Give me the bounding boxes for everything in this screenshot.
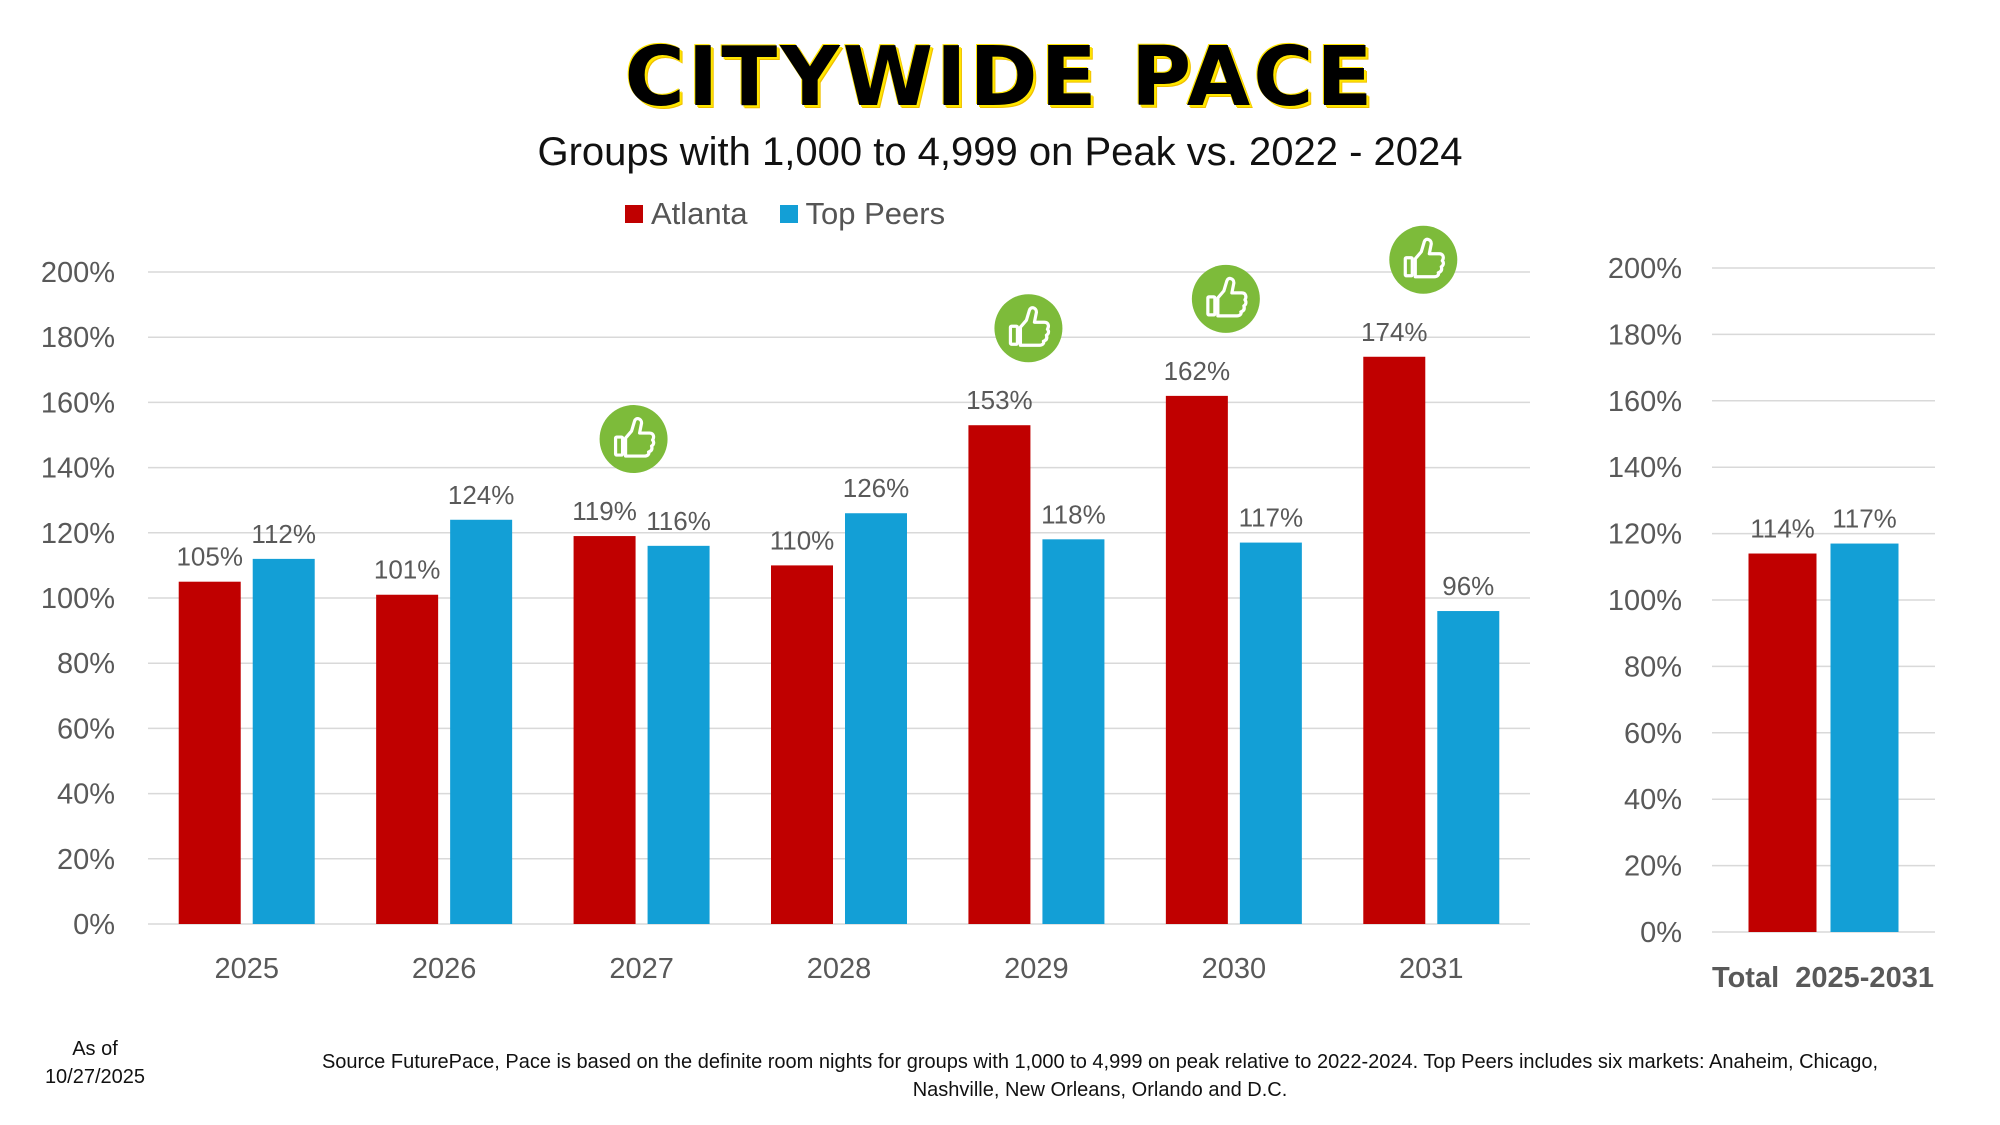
data-label-top-peers-total: 117% [1832, 504, 1897, 534]
y-tick-total: 20% [1624, 851, 1682, 883]
thumbs-up-icon-cuff [1403, 256, 1414, 278]
legend-item-atlanta: Atlanta [625, 196, 748, 232]
thumbs-up-icon [1191, 264, 1260, 333]
data-label-atlanta-total: 114% [1750, 514, 1815, 544]
source-line-1: Source FuturePace, Pace is based on the … [321, 1051, 1879, 1073]
data-label-atlanta-2029: 153% [966, 385, 1033, 415]
thumbs-up-icon-hand [1413, 237, 1445, 279]
y-tick-total: 40% [1624, 784, 1682, 816]
x-tick-2029: 2029 [1004, 953, 1069, 985]
y-tick-total: 80% [1624, 651, 1682, 683]
y-tick-total: 100% [1608, 585, 1682, 617]
legend-label-top-peers: Top Peers [805, 196, 946, 231]
y-tick-total: 60% [1624, 718, 1682, 750]
legend-swatch-top-peers [779, 205, 798, 223]
y-tick-main: 100% [41, 583, 115, 615]
x-tick-2030: 2030 [1202, 953, 1267, 985]
source-line-2: Nashville, New Orleans, Orlando and D.C. [912, 1079, 1288, 1101]
x-tick-2026: 2026 [412, 953, 477, 985]
thumbs-up-icon-cuff [1008, 324, 1020, 346]
bar-atlanta-2025 [178, 581, 241, 924]
bar-top-peers-2030 [1239, 542, 1302, 924]
thumbs-up-icon-hand [623, 417, 656, 458]
x-tick-2025: 2025 [214, 953, 279, 985]
source-note: Source FuturePace, Pace is based on the … [220, 1048, 1980, 1104]
bar-top-peers-2031 [1437, 611, 1500, 924]
as-of-date: 10/27/2025 [44, 1066, 146, 1088]
bar-atlanta-2027 [573, 536, 636, 924]
data-label-atlanta-2027: 119% [572, 496, 637, 526]
y-tick-main: 120% [41, 518, 115, 550]
data-label-atlanta-2028: 110% [770, 525, 835, 555]
y-tick-main: 180% [41, 322, 115, 354]
y-tick-total: 160% [1608, 386, 1682, 418]
y-tick-main: 160% [41, 387, 115, 419]
thumbs-up-icon-circle [599, 405, 668, 474]
thumbs-up-icon-hand [1216, 276, 1248, 318]
data-label-top-peers-2026: 124% [448, 480, 515, 510]
thumbs-up-icon-circle [994, 294, 1063, 363]
bar-top-peers-2026 [450, 519, 513, 924]
bar-top-peers-total [1830, 543, 1899, 932]
x-tick-2027: 2027 [609, 953, 674, 985]
data-label-top-peers-2031: 96% [1442, 571, 1494, 601]
chart-title: CITYWIDE PACE [624, 30, 1376, 125]
data-label-atlanta-2031: 174% [1361, 317, 1428, 347]
bar-atlanta-2029 [968, 425, 1031, 924]
thumbs-up-icon-circle [1389, 225, 1458, 294]
data-label-top-peers-2025: 112% [251, 519, 316, 549]
data-label-top-peers-2030: 117% [1239, 503, 1304, 533]
thumbs-up-icon-cuff [1206, 295, 1217, 317]
as-of-note: As of 10/27/2025 [30, 1035, 160, 1091]
y-tick-total: 120% [1608, 519, 1682, 551]
y-tick-main: 40% [57, 779, 115, 811]
x-tick-2028: 2028 [807, 953, 872, 985]
thumbs-up-icon [1389, 225, 1458, 294]
legend: Atlanta Top Peers [625, 196, 977, 232]
data-label-top-peers-2027: 116% [646, 506, 711, 536]
thumbs-up-icon-glyph [1008, 306, 1051, 347]
bar-top-peers-2025 [252, 558, 315, 924]
legend-item-top-peers: Top Peers [779, 196, 946, 232]
x-tick-2031: 2031 [1399, 953, 1464, 985]
y-tick-main: 0% [73, 909, 115, 941]
y-tick-main: 60% [57, 713, 115, 745]
x-tick-total: Total 2025-2031 [1712, 962, 1934, 994]
bar-atlanta-2031 [1363, 356, 1426, 924]
thumbs-up-icon-hand [1018, 306, 1051, 347]
data-label-top-peers-2028: 126% [843, 473, 910, 503]
bar-atlanta-2028 [771, 565, 833, 924]
thumbs-up-icon-glyph [1403, 237, 1445, 279]
bar-top-peers-2029 [1042, 539, 1105, 924]
as-of-label: As of [72, 1038, 118, 1060]
thumbs-up-icon [599, 405, 668, 474]
bar-atlanta-total [1748, 553, 1817, 932]
bar-atlanta-2030 [1165, 395, 1228, 924]
thumbs-up-icon-cuff [613, 435, 625, 457]
bar-top-peers-2027 [647, 545, 710, 924]
y-tick-total: 140% [1608, 452, 1682, 484]
data-label-atlanta-2030: 162% [1164, 356, 1231, 386]
thumbs-up-icon-glyph [1206, 276, 1248, 318]
y-tick-main: 140% [41, 453, 115, 485]
y-tick-total: 180% [1608, 319, 1682, 351]
legend-label-atlanta: Atlanta [651, 196, 748, 231]
data-label-top-peers-2029: 118% [1041, 499, 1106, 529]
y-tick-total: 200% [1608, 253, 1682, 285]
legend-swatch-atlanta [625, 205, 643, 223]
bar-atlanta-2026 [376, 594, 439, 924]
data-label-atlanta-2025: 105% [176, 542, 243, 572]
bar-top-peers-2028 [845, 513, 907, 924]
data-label-atlanta-2026: 101% [374, 555, 441, 585]
y-tick-main: 200% [41, 257, 115, 289]
thumbs-up-icon [994, 294, 1063, 363]
chart-subtitle: Groups with 1,000 to 4,999 on Peak vs. 2… [537, 130, 1463, 174]
thumbs-up-icon-glyph [613, 417, 656, 458]
thumbs-up-icon-circle [1191, 264, 1260, 333]
y-tick-main: 80% [57, 648, 115, 680]
y-tick-main: 20% [57, 844, 115, 876]
y-tick-total: 0% [1640, 917, 1682, 949]
